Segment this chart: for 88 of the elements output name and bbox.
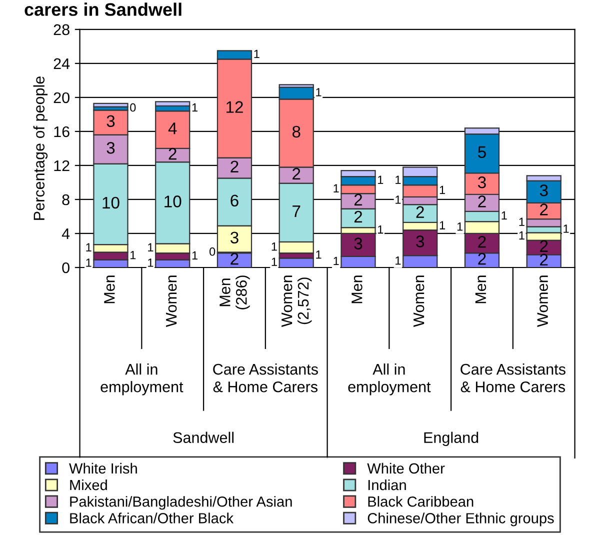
x-tick-label: Men — [475, 276, 486, 304]
data-label: 1 — [440, 186, 445, 194]
y-tick-label: 28 — [54, 24, 70, 36]
x-tick-label: Women (2,572) — [282, 276, 312, 327]
data-label: 2 — [416, 206, 424, 218]
data-label: 1 — [86, 258, 92, 267]
data-label: 1 — [86, 243, 92, 252]
data-label: 2 — [168, 148, 176, 160]
data-label: 1 — [272, 258, 277, 266]
data-label: 1 — [148, 258, 154, 267]
data-label: 1 — [519, 231, 524, 240]
legend-label: Mixed — [70, 479, 107, 490]
y-tick-label: 4 — [62, 228, 70, 240]
x-tick-label: Women — [537, 276, 548, 327]
data-label: 2 — [478, 252, 486, 265]
data-label: 2 — [540, 204, 548, 216]
x-tick-label: Women — [166, 276, 177, 327]
y-tick-label: 12 — [54, 160, 70, 172]
data-label: 7 — [292, 206, 300, 217]
legend-label: Indian — [368, 479, 406, 490]
data-label: 2 — [354, 194, 362, 206]
data-label: 2 — [540, 254, 548, 266]
x-tick-label: Men (286) — [220, 276, 250, 310]
y-tick-label: 0 — [62, 262, 70, 274]
data-label: 1 — [272, 242, 277, 251]
data-label: 2 — [540, 240, 548, 252]
data-label: 1 — [396, 256, 401, 265]
data-label: 2 — [478, 236, 486, 248]
data-label: 1 — [440, 221, 445, 230]
data-label: 3 — [354, 238, 362, 250]
data-label: 1 — [148, 243, 154, 252]
legend-label: Chinese/Other Ethnic groups — [368, 512, 554, 526]
x-tick-label: Women — [414, 276, 424, 327]
data-label: 8 — [292, 126, 300, 138]
data-label: 1 — [457, 222, 463, 231]
data-label: 1 — [396, 176, 401, 184]
data-label: 1 — [334, 256, 339, 266]
x-tick-label: Men — [104, 276, 115, 304]
data-label: 4 — [168, 122, 177, 134]
data-label: 3 — [230, 232, 238, 244]
y-tick-label: 24 — [54, 58, 70, 69]
data-label: 0 — [210, 247, 216, 256]
data-label: 1 — [192, 103, 198, 112]
data-label: 1 — [502, 211, 507, 220]
data-label: 1 — [192, 251, 198, 260]
data-label: 2 — [230, 160, 238, 172]
data-label: 3 — [106, 142, 115, 154]
data-label: 1 — [334, 184, 339, 192]
y-axis-title: Percentage of people — [33, 76, 48, 220]
data-label: 1 — [130, 250, 136, 260]
legend-label: White Irish — [69, 462, 137, 474]
data-label: 12 — [226, 101, 243, 113]
text: Sandwell — [173, 432, 234, 444]
data-label: 1 — [316, 250, 322, 259]
data-label: 1 — [396, 196, 401, 204]
data-label: 2 — [354, 210, 362, 222]
text: Care Assistants & Home Carers — [213, 363, 318, 392]
y-tick-label: 16 — [54, 126, 70, 138]
legend-label: White Other — [367, 462, 445, 474]
data-label: 1 — [519, 218, 524, 226]
text: All in employment — [100, 363, 184, 396]
data-label: 6 — [230, 194, 238, 207]
y-tick-label: 20 — [54, 92, 70, 104]
data-label: 3 — [106, 115, 115, 128]
data-label: 1 — [378, 176, 384, 184]
data-label: 5 — [478, 146, 486, 158]
data-label: 2 — [292, 168, 300, 180]
x-tick-label: Men — [352, 276, 362, 304]
data-label: 3 — [478, 176, 486, 188]
data-label: 1 — [316, 88, 322, 96]
legend-label: Pakistani/Bangladeshi/Other Asian — [70, 496, 292, 510]
data-label: 1 — [378, 225, 384, 234]
text: England — [424, 432, 478, 446]
legend-label: Black African/Other Black — [70, 512, 234, 524]
data-label: 10 — [102, 196, 120, 209]
legend-label: Black Caribbean — [368, 496, 474, 507]
data-label: 2 — [230, 252, 238, 265]
data-label: 1 — [254, 50, 260, 58]
data-label: 1 — [564, 224, 569, 233]
data-label: 10 — [164, 196, 182, 208]
data-label: 3 — [540, 184, 548, 196]
data-label: 2 — [478, 196, 486, 208]
text: All in employment — [348, 363, 431, 396]
chart-title: carers in Sandwell — [24, 2, 182, 16]
data-label: 0 — [130, 103, 136, 112]
text: Care Assistants & Home Carers — [460, 363, 566, 392]
y-tick-label: 8 — [62, 194, 70, 206]
data-label: 3 — [416, 236, 424, 248]
